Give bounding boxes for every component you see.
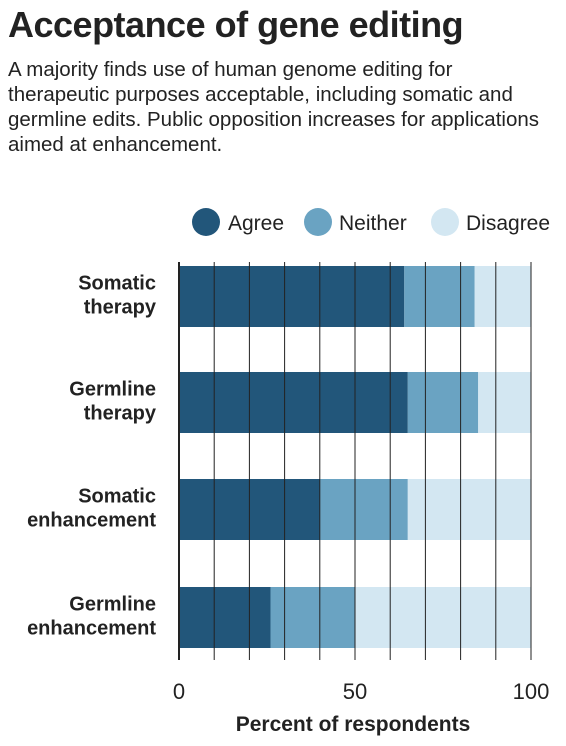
category-label-line: Somatic <box>78 486 156 508</box>
bar-agree-3 <box>179 587 271 648</box>
bar-neither-1 <box>407 372 479 433</box>
bar-agree-0 <box>179 266 405 327</box>
category-label-1: Germline therapy <box>69 379 157 425</box>
bar-disagree-0 <box>474 266 531 327</box>
category-label-line: enhancement <box>27 618 156 640</box>
category-label-0: Somatic therapy <box>78 273 157 319</box>
chart-title: Acceptance of gene editing <box>8 4 464 45</box>
legend-swatch-agree <box>192 208 220 236</box>
category-label-line: Germline <box>69 594 156 616</box>
x-tick-label-0: 0 <box>173 679 185 704</box>
legend-label-neither: Neither <box>339 212 407 235</box>
bar-neither-0 <box>404 266 475 327</box>
x-tick-label-100: 100 <box>513 679 550 704</box>
legend-label-disagree: Disagree <box>466 212 550 235</box>
category-label-line: enhancement <box>27 510 156 532</box>
legend-label-agree: Agree <box>228 212 284 235</box>
bar-agree-1 <box>179 372 408 433</box>
bar-disagree-3 <box>355 587 531 648</box>
bar-neither-3 <box>270 587 355 648</box>
bar-disagree-2 <box>407 479 531 540</box>
gridlines <box>178 262 532 660</box>
legend: Agree Neither Disagree <box>192 208 550 236</box>
category-label-line: therapy <box>84 297 157 319</box>
category-label-3: Germline enhancement <box>27 594 156 640</box>
bar-disagree-1 <box>478 372 531 433</box>
category-label-line: therapy <box>84 403 157 425</box>
category-label-line: Somatic <box>78 273 156 295</box>
category-label-2: Somatic enhancement <box>27 486 156 532</box>
x-axis-ticks: 0 50 100 <box>173 679 549 704</box>
x-tick-label-50: 50 <box>343 679 367 704</box>
category-label-line: Germline <box>69 379 156 401</box>
bar-neither-2 <box>319 479 408 540</box>
legend-swatch-disagree <box>431 208 459 236</box>
chart-subtitle: A majority finds use of human genome edi… <box>8 58 540 156</box>
x-axis-title: Percent of respondents <box>236 713 471 736</box>
legend-swatch-neither <box>304 208 332 236</box>
